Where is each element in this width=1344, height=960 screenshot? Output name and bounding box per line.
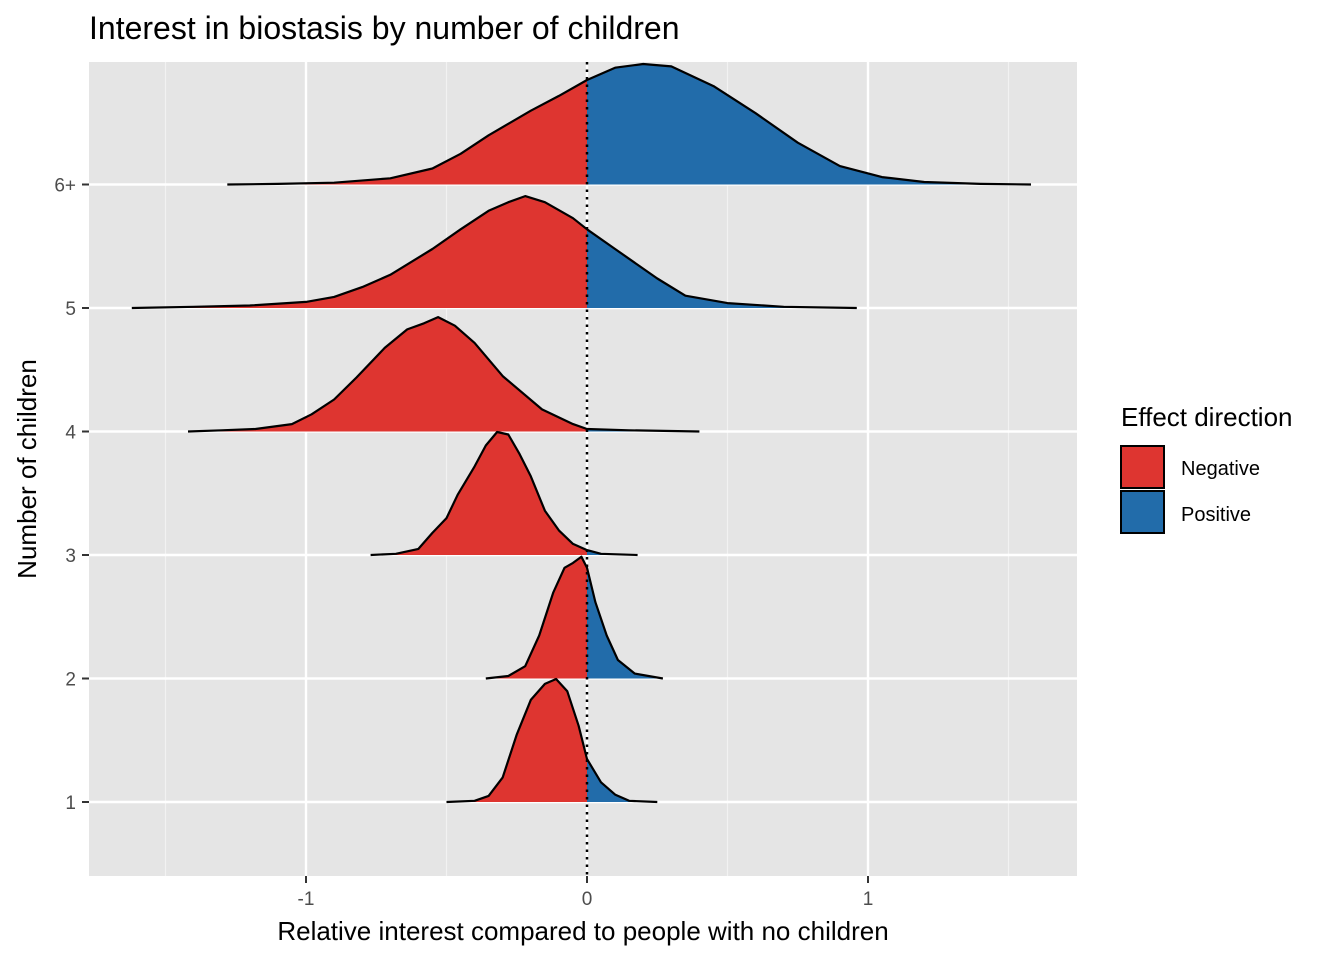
x-tick-label: -1 <box>298 889 315 910</box>
legend-swatch-positive <box>1120 490 1165 534</box>
chart-title: Interest in biostasis by number of child… <box>89 10 680 46</box>
ridge-fill-positive <box>587 64 1031 185</box>
legend-label-positive: Positive <box>1181 504 1251 526</box>
ridge-fill-negative <box>485 556 587 679</box>
y-tick-label: 3 <box>65 546 76 567</box>
ridge-5 <box>131 195 857 310</box>
ridge-6+ <box>227 62 1032 186</box>
ridge-outline <box>370 430 638 557</box>
x-tick-label: 1 <box>863 889 874 910</box>
ridge-1 <box>446 677 658 804</box>
ridge-fill-positive <box>587 759 658 802</box>
ridge-outline <box>446 677 658 804</box>
y-tick-label: 1 <box>65 793 76 814</box>
ridge-fill-positive <box>587 567 663 679</box>
ridge-outline <box>227 62 1032 186</box>
ridge-outline <box>131 195 857 310</box>
ridge-outline <box>485 555 664 680</box>
ridge-outline <box>187 316 700 433</box>
ridge-fill-negative <box>227 80 588 185</box>
ridge-fill-positive <box>587 229 857 308</box>
legend: Effect direction Negative Positive <box>1120 402 1293 534</box>
ridges <box>131 62 1032 804</box>
legend-label-negative: Negative <box>1181 458 1260 480</box>
ridge-fill-negative <box>446 679 587 802</box>
y-tick-label: 6+ <box>54 176 76 197</box>
x-axis-title: Relative interest compared to people wit… <box>277 916 888 946</box>
ridge-2 <box>485 555 664 680</box>
axis-ticks: -1 0 1 1 2 3 4 5 6+ <box>54 176 873 911</box>
y-axis-title: Number of children <box>12 359 42 579</box>
ridge-fill-negative <box>131 196 588 308</box>
x-tick-label: 0 <box>582 889 593 910</box>
ridge-3 <box>370 430 638 557</box>
y-tick-label: 5 <box>65 299 76 320</box>
ridge-fill-negative <box>370 432 587 555</box>
y-tick-label: 2 <box>65 670 76 691</box>
ridge-4 <box>187 316 700 433</box>
y-tick-label: 4 <box>65 423 76 444</box>
legend-title: Effect direction <box>1121 402 1293 432</box>
legend-swatch-negative <box>1120 445 1165 489</box>
ridge-fill-negative <box>188 317 587 432</box>
